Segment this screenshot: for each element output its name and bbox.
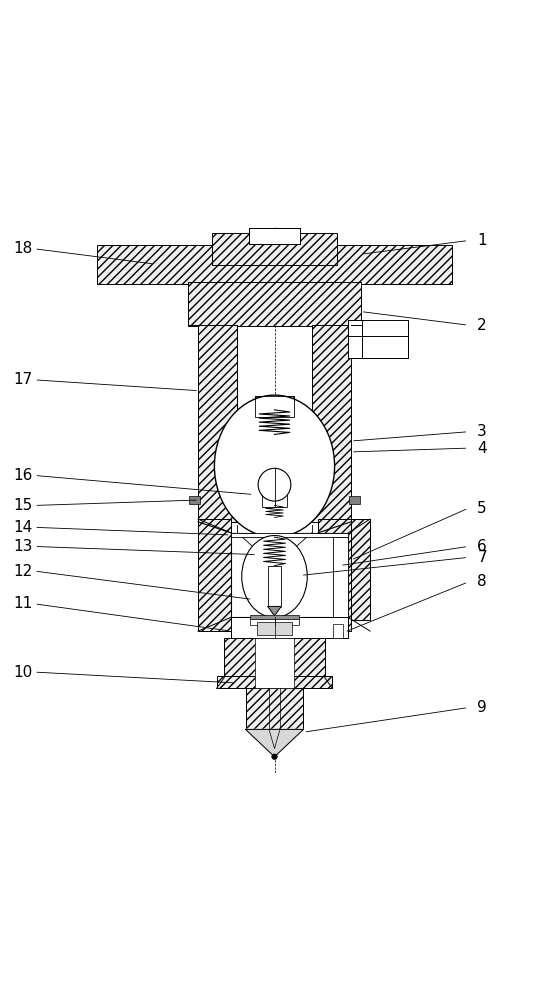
Text: 4: 4 (477, 441, 487, 456)
Bar (333, 624, 343, 638)
Bar (217, 676, 332, 688)
Bar (348, 320, 408, 358)
Polygon shape (268, 607, 281, 616)
Polygon shape (245, 729, 304, 757)
Text: 5: 5 (477, 501, 487, 516)
Bar (245, 688, 304, 729)
Bar (348, 324, 408, 350)
Bar (333, 537, 348, 617)
Text: 2: 2 (477, 318, 487, 333)
Text: 18: 18 (14, 241, 33, 256)
Text: 1: 1 (477, 233, 487, 248)
Bar (255, 396, 294, 417)
Bar (231, 617, 348, 638)
Bar (255, 396, 294, 417)
Bar (212, 233, 337, 265)
Bar (224, 638, 325, 678)
Bar (318, 519, 351, 631)
Bar (255, 638, 294, 688)
Circle shape (258, 468, 291, 501)
Text: 16: 16 (14, 468, 33, 483)
Text: 6: 6 (477, 539, 487, 554)
Bar (349, 496, 360, 504)
Bar (312, 325, 351, 522)
Bar (268, 566, 281, 607)
Circle shape (272, 754, 277, 759)
Bar (351, 519, 370, 620)
Bar (189, 496, 200, 504)
Bar (198, 519, 231, 631)
Text: 9: 9 (477, 700, 487, 715)
Text: 7: 7 (477, 550, 487, 565)
Bar (318, 617, 348, 638)
Text: 14: 14 (14, 520, 33, 535)
Bar (250, 615, 299, 619)
Bar (198, 325, 237, 522)
Bar (262, 486, 287, 507)
Bar (250, 619, 299, 625)
Text: 11: 11 (14, 596, 33, 611)
Text: 8: 8 (477, 574, 487, 589)
Text: 13: 13 (14, 539, 33, 554)
Bar (97, 245, 452, 284)
Text: 15: 15 (14, 498, 33, 513)
Text: 10: 10 (14, 665, 33, 680)
Ellipse shape (215, 395, 334, 537)
Bar (231, 533, 348, 537)
Bar (188, 282, 361, 326)
Bar (231, 533, 348, 617)
Bar (249, 228, 300, 244)
Text: 17: 17 (14, 372, 33, 387)
Bar (231, 617, 264, 638)
Bar (257, 622, 292, 635)
Text: 3: 3 (477, 424, 487, 439)
Text: 12: 12 (14, 564, 33, 579)
Ellipse shape (242, 536, 307, 617)
